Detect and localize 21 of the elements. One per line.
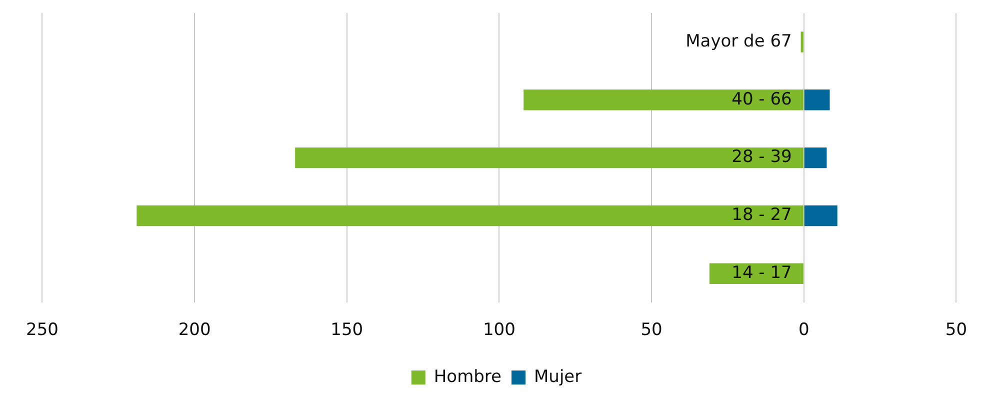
y-tick-label: Mayor de 67 <box>686 31 792 52</box>
bar <box>804 90 830 110</box>
bar <box>804 147 827 168</box>
y-tick-label: 18 - 27 <box>732 205 792 226</box>
x-tick-label: 50 <box>945 320 968 340</box>
y-tick-label: 14 - 17 <box>732 263 792 284</box>
x-tick-label: 200 <box>178 320 211 340</box>
bar <box>295 147 804 168</box>
y-tick-label: 40 - 66 <box>732 89 792 110</box>
legend-label: Hombre <box>434 366 502 387</box>
x-tick-label: 100 <box>482 320 516 340</box>
x-tick-label: 0 <box>798 320 810 340</box>
y-tick-label: 28 - 39 <box>732 147 792 168</box>
bar <box>136 205 804 226</box>
bar <box>800 32 804 52</box>
x-tick-label: 250 <box>26 320 58 340</box>
bar <box>524 90 804 110</box>
legend-label: Mujer <box>534 366 582 387</box>
bar <box>804 205 838 226</box>
x-tick-label: 150 <box>330 320 364 340</box>
x-tick-label: 50 <box>640 320 662 340</box>
